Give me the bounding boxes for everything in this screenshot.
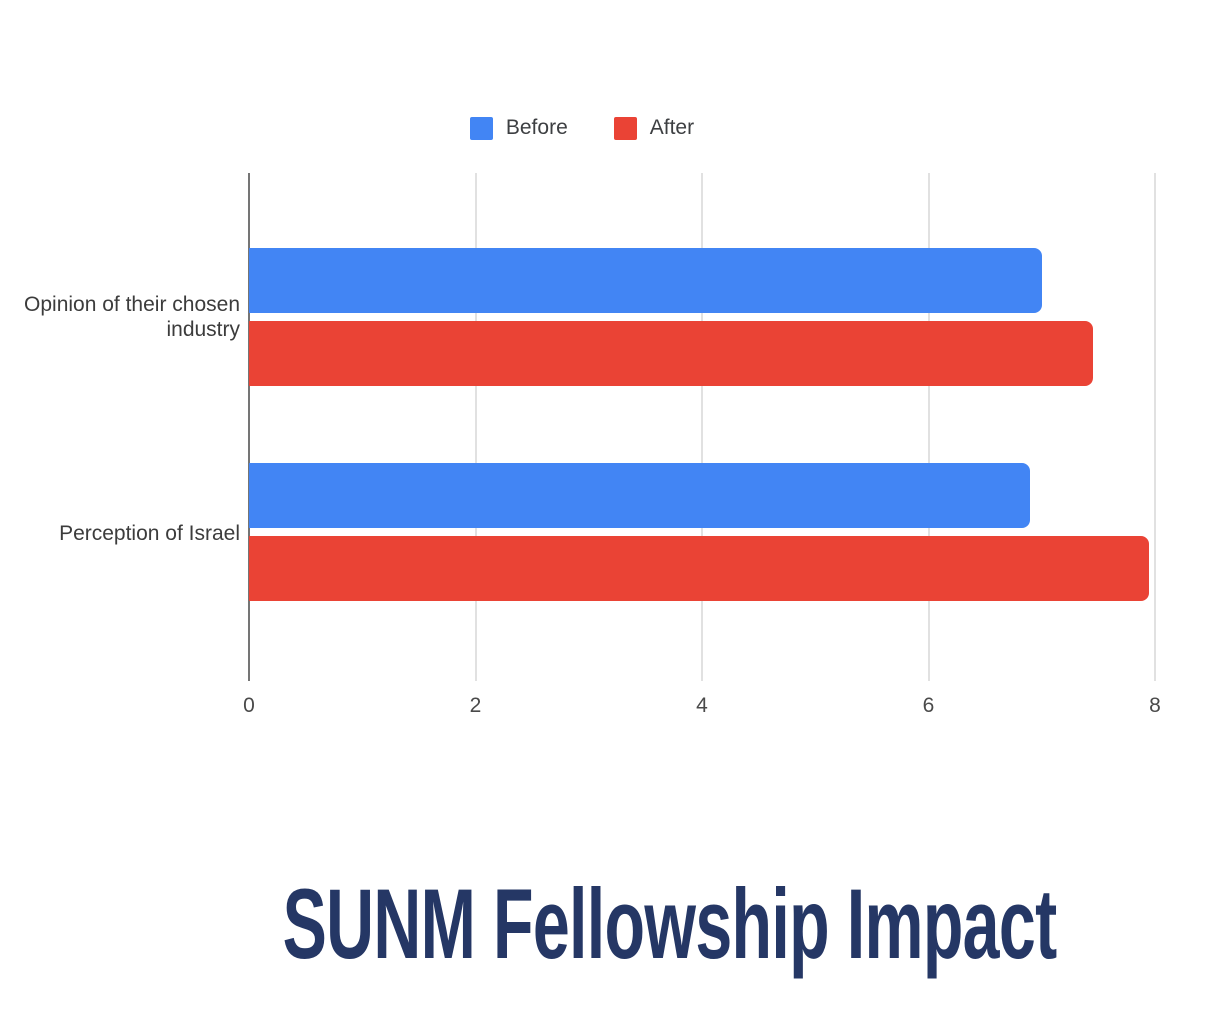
legend-swatch-after-icon xyxy=(613,116,637,140)
category-label-perception: Perception of Israel xyxy=(59,522,240,545)
bar-before-category-1 xyxy=(249,248,1042,313)
plot-area xyxy=(248,173,1156,681)
legend-item-before: Before xyxy=(469,116,568,140)
y-axis-baseline xyxy=(248,173,250,681)
legend-label: Before xyxy=(505,116,568,139)
chart-title: SUNM Fellowship Impact xyxy=(283,868,1058,979)
x-tick-label: 0 xyxy=(243,694,255,717)
x-gridline xyxy=(701,173,703,681)
legend: Before After xyxy=(0,116,1195,140)
x-tick-label: 4 xyxy=(696,694,708,717)
legend-swatch-before-icon xyxy=(469,116,493,140)
x-gridline xyxy=(927,173,930,681)
bar-before-category-2 xyxy=(249,463,1031,528)
x-tick-label: 6 xyxy=(922,694,935,717)
legend-label: After xyxy=(649,116,695,139)
legend-item-after: After xyxy=(613,116,695,140)
x-tick-label: 8 xyxy=(1149,694,1161,717)
x-tick-label: 2 xyxy=(469,694,482,717)
x-gridline xyxy=(474,173,477,681)
x-axis-ticks: 0 2 4 6 8 xyxy=(243,694,1161,722)
bar-after-category-1 xyxy=(249,321,1093,386)
title-row: SUNM Fellowship Impact xyxy=(0,862,1226,986)
x-gridline xyxy=(1154,173,1156,681)
bar-after-category-2 xyxy=(249,536,1150,601)
category-label-opinion: Opinion of their chosen industry xyxy=(24,293,240,341)
